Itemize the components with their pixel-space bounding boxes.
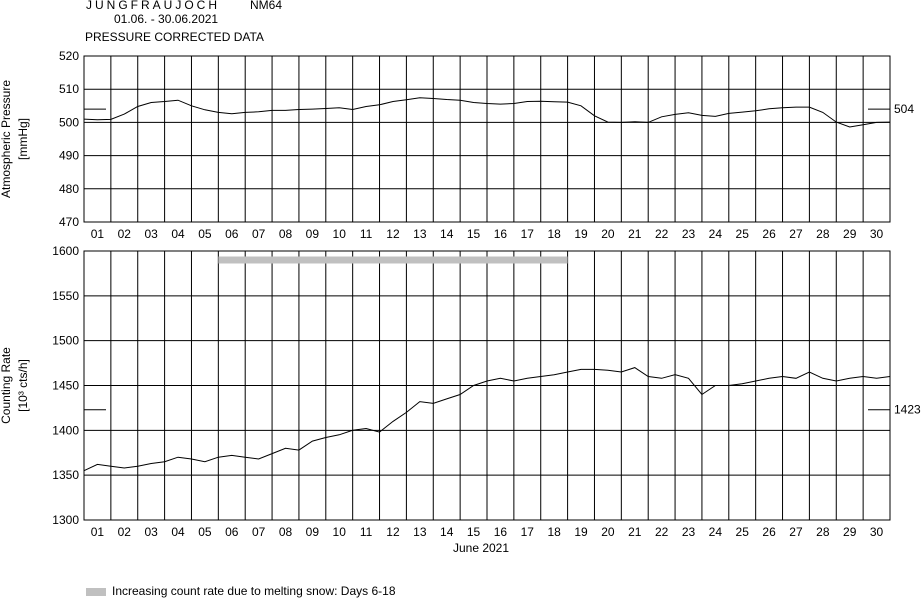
x-tick-label: 24 (709, 227, 723, 241)
x-tick-label: 11 (360, 525, 373, 539)
x-tick-label: 28 (816, 227, 830, 241)
x-tick-label: 11 (360, 227, 373, 241)
x-tick-label: 14 (440, 525, 454, 539)
x-tick-label: 10 (333, 525, 347, 539)
x-tick-label: 03 (144, 525, 158, 539)
reference-value-label: 1423 (894, 403, 921, 417)
x-tick-label: 01 (91, 227, 105, 241)
y-tick-label: 470 (59, 215, 79, 229)
y-tick-label: 490 (59, 149, 79, 163)
x-tick-label: 19 (574, 227, 588, 241)
x-tick-label: 06 (225, 525, 239, 539)
x-tick-label: 16 (494, 227, 508, 241)
x-tick-label: 29 (843, 525, 857, 539)
x-tick-label: 18 (547, 227, 561, 241)
x-tick-label: 04 (171, 227, 185, 241)
legend-swatch (86, 587, 106, 596)
series-line (83, 97, 891, 128)
x-tick-label: 27 (789, 227, 803, 241)
x-tick-label: 26 (762, 525, 776, 539)
x-tick-label: 05 (198, 227, 212, 241)
x-tick-label: 06 (225, 227, 239, 241)
x-tick-label: 23 (682, 525, 696, 539)
legend-label: Increasing count rate due to melting sno… (112, 584, 396, 598)
y-tick-label: 1600 (52, 244, 79, 258)
x-tick-label: 17 (521, 227, 535, 241)
y-axis-unit: [10³ cts/h] (16, 359, 30, 412)
x-tick-label: 28 (816, 525, 830, 539)
x-tick-label: 12 (386, 227, 400, 241)
y-tick-label: 1550 (52, 289, 79, 303)
y-axis-label: Atmospheric Pressure (0, 80, 13, 198)
x-tick-label: 22 (655, 227, 669, 241)
y-tick-label: 1400 (52, 423, 79, 437)
x-tick-label: 14 (440, 227, 454, 241)
x-tick-label: 23 (682, 227, 696, 241)
x-tick-label: 18 (547, 525, 561, 539)
x-tick-label: 07 (252, 227, 266, 241)
x-tick-label: 20 (601, 227, 615, 241)
y-tick-label: 510 (59, 82, 79, 96)
date-range: 01.06. - 30.06.2021 (114, 12, 219, 26)
x-tick-label: 26 (762, 227, 776, 241)
y-tick-label: 1350 (52, 468, 79, 482)
station-name: JUNGFRAUJOCH (86, 0, 220, 12)
x-tick-label: 15 (467, 227, 481, 241)
x-tick-label: 21 (628, 227, 642, 241)
x-tick-label: 13 (413, 227, 427, 241)
y-tick-label: 520 (59, 49, 79, 63)
x-tick-label: 07 (252, 525, 266, 539)
x-tick-label: 17 (521, 525, 535, 539)
x-tick-label: 20 (601, 525, 615, 539)
series-line (83, 367, 891, 472)
legend: Increasing count rate due to melting sno… (86, 584, 396, 598)
x-tick-label: 15 (467, 525, 481, 539)
x-tick-label: 10 (333, 227, 347, 241)
monitor-name: NM64 (250, 0, 283, 12)
x-tick-label: 30 (870, 525, 884, 539)
x-tick-label: 13 (413, 525, 427, 539)
x-tick-label: 08 (279, 525, 293, 539)
x-tick-label: 29 (843, 227, 857, 241)
y-tick-label: 480 (59, 182, 79, 196)
x-tick-label: 27 (789, 525, 803, 539)
x-tick-label: 22 (655, 525, 669, 539)
x-tick-label: 21 (628, 525, 642, 539)
x-tick-label: 09 (306, 525, 320, 539)
x-tick-label: 25 (736, 227, 750, 241)
x-tick-label: 04 (171, 525, 185, 539)
x-tick-label: 19 (574, 525, 588, 539)
y-tick-label: 1300 (52, 513, 79, 527)
x-tick-label: 05 (198, 525, 212, 539)
x-tick-label: 24 (709, 525, 723, 539)
x-tick-label: 03 (144, 227, 158, 241)
y-axis-unit: [mmHg] (16, 118, 30, 160)
x-tick-label: 09 (306, 227, 320, 241)
y-tick-label: 1450 (52, 379, 79, 393)
x-tick-label: 12 (386, 525, 400, 539)
x-tick-label: 08 (279, 227, 293, 241)
y-tick-label: 500 (59, 115, 79, 129)
reference-value-label: 504 (894, 102, 914, 116)
x-tick-label: 30 (870, 227, 884, 241)
y-tick-label: 1500 (52, 334, 79, 348)
x-tick-label: 02 (118, 227, 132, 241)
y-axis-label: Counting Rate (0, 347, 13, 424)
chart-subtitle: PRESSURE CORRECTED DATA (85, 30, 264, 44)
x-tick-label: 16 (494, 525, 508, 539)
x-tick-label: 25 (736, 525, 750, 539)
x-tick-label: 01 (91, 525, 105, 539)
x-tick-label: 02 (118, 525, 132, 539)
x-axis-label: June 2021 (453, 541, 509, 555)
